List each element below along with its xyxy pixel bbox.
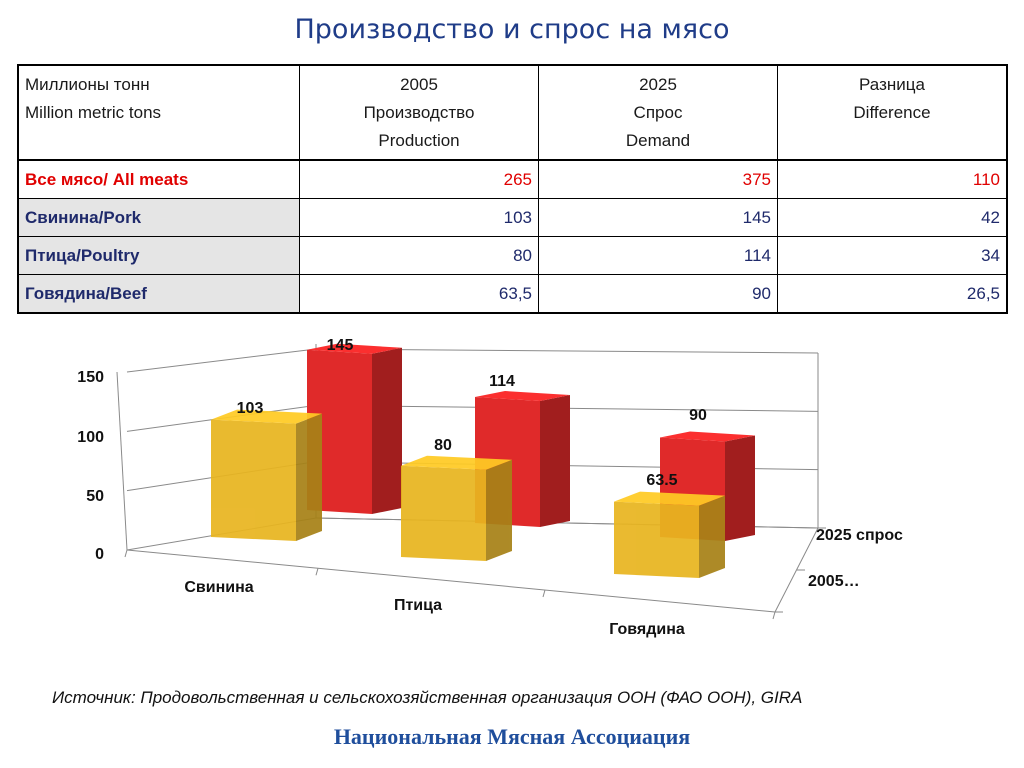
header-demand: 2025 Спрос Demand — [538, 64, 778, 161]
row-production: 103 — [299, 198, 539, 237]
bar-2005-2 — [614, 491, 725, 578]
bar-top-face — [614, 491, 725, 506]
header-units-ru: Миллионы тонн — [25, 75, 150, 94]
row-difference: 42 — [777, 198, 1008, 237]
row-demand: 114 — [538, 236, 778, 275]
table-row: Говядина/Beef 63,5 90 26,5 — [17, 274, 1008, 314]
bar-front-face — [211, 419, 296, 541]
bar-side-face — [372, 347, 402, 514]
category-label: Птица — [394, 597, 442, 614]
row-production: 63,5 — [299, 274, 539, 314]
bar-top-face — [401, 455, 512, 470]
category-label: Говядина — [609, 621, 685, 638]
row-production: 80 — [299, 236, 539, 275]
y-tick-label: 100 — [77, 429, 104, 446]
x-tick-mark — [315, 568, 319, 576]
bar-side-face — [486, 459, 512, 561]
page-title: Производство и спрос на мясо — [294, 14, 730, 45]
bar-top-face — [307, 343, 402, 354]
floor-right-edge — [774, 527, 819, 613]
series-axis-label: 2025 спрос — [816, 527, 903, 544]
row-label-text: Говядина/Beef — [25, 283, 147, 303]
bar-side-face — [699, 495, 725, 578]
row-label-text: Птица/Poultry — [25, 245, 140, 265]
meat-3d-bar-chart: 0 50 100 150 145 114 90 103 80 63.5 Свинина Птица Го… — [77, 337, 903, 638]
x-tick-mark — [542, 589, 546, 598]
bar-front-face — [307, 349, 372, 514]
bar-side-face — [540, 395, 570, 527]
x-tick-mark — [124, 549, 128, 558]
data-label-2025: 90 — [689, 407, 707, 424]
bar-front-face — [614, 501, 699, 578]
bar-top-face — [475, 391, 570, 402]
meat-table: Миллионы тонн Million metric tons 2005 П… — [17, 64, 1008, 314]
header-difference-ru: Разница — [859, 75, 925, 94]
header-demand-en: Demand — [625, 131, 691, 150]
header-demand-year: 2025 — [639, 75, 677, 94]
data-label-2005: 80 — [434, 437, 452, 454]
bar-front-face — [401, 465, 486, 561]
category-label: Свинина — [184, 579, 253, 596]
header-units-en: Million metric tons — [25, 103, 162, 122]
data-label-2025: 145 — [327, 337, 354, 354]
header-units: Миллионы тонн Million metric tons — [17, 64, 300, 161]
y-tick-label: 0 — [95, 546, 104, 563]
header-demand-ru: Спрос — [633, 103, 683, 122]
row-production: 265 — [299, 159, 539, 199]
row-difference: 26,5 — [777, 274, 1008, 314]
table-row: Свинина/Pork 103 145 42 — [17, 198, 1008, 237]
row-demand: 375 — [538, 159, 778, 199]
data-label-2025: 114 — [489, 373, 515, 390]
data-label-2005: 103 — [237, 400, 264, 417]
source-note: Источник: Продовольственная и сельскохоз… — [52, 688, 803, 707]
header-difference-en: Difference — [853, 103, 931, 122]
gridline-side — [126, 348, 317, 373]
table-header-row: Миллионы тонн Million metric tons 2005 П… — [17, 64, 1008, 161]
data-label-2005: 63.5 — [646, 472, 677, 489]
y-tick-label: 50 — [86, 488, 104, 505]
row-label-text: Свинина/Pork — [25, 207, 142, 227]
header-production-en: Production — [378, 131, 460, 150]
row-difference: 110 — [777, 159, 1008, 199]
header-production-ru: Производство — [363, 103, 475, 122]
bar-top-face — [211, 409, 322, 424]
row-label: Птица/Poultry — [17, 236, 300, 275]
y-axis-line — [116, 371, 128, 551]
association-name: Национальная Мясная Ассоциация — [333, 724, 691, 749]
row-label: Все мясо/ All meats — [17, 159, 300, 199]
row-difference: 34 — [777, 236, 1008, 275]
row-demand: 145 — [538, 198, 778, 237]
bar-side-face — [725, 435, 755, 541]
bar-side-face — [296, 413, 322, 541]
bar-2005-0 — [211, 409, 322, 541]
y-tick-label: 150 — [77, 369, 104, 386]
x-tick-mark — [772, 611, 776, 620]
header-production: 2005 Производство Production — [299, 64, 539, 161]
floor-front-edge — [126, 549, 776, 613]
header-difference: Разница Difference — [777, 64, 1008, 161]
header-production-year: 2005 — [400, 75, 438, 94]
row-label: Свинина/Pork — [17, 198, 300, 237]
bar-top-face — [660, 431, 755, 442]
bar-2005-1 — [401, 455, 512, 561]
table-row: Птица/Poultry 80 114 34 — [17, 236, 1008, 275]
row-demand: 90 — [538, 274, 778, 314]
series-axis-label: 2005… — [808, 573, 860, 590]
table-row: Все мясо/ All meats 265 375 110 — [17, 159, 1008, 199]
row-label: Говядина/Beef — [17, 274, 300, 314]
bar-2025-0 — [307, 343, 402, 514]
